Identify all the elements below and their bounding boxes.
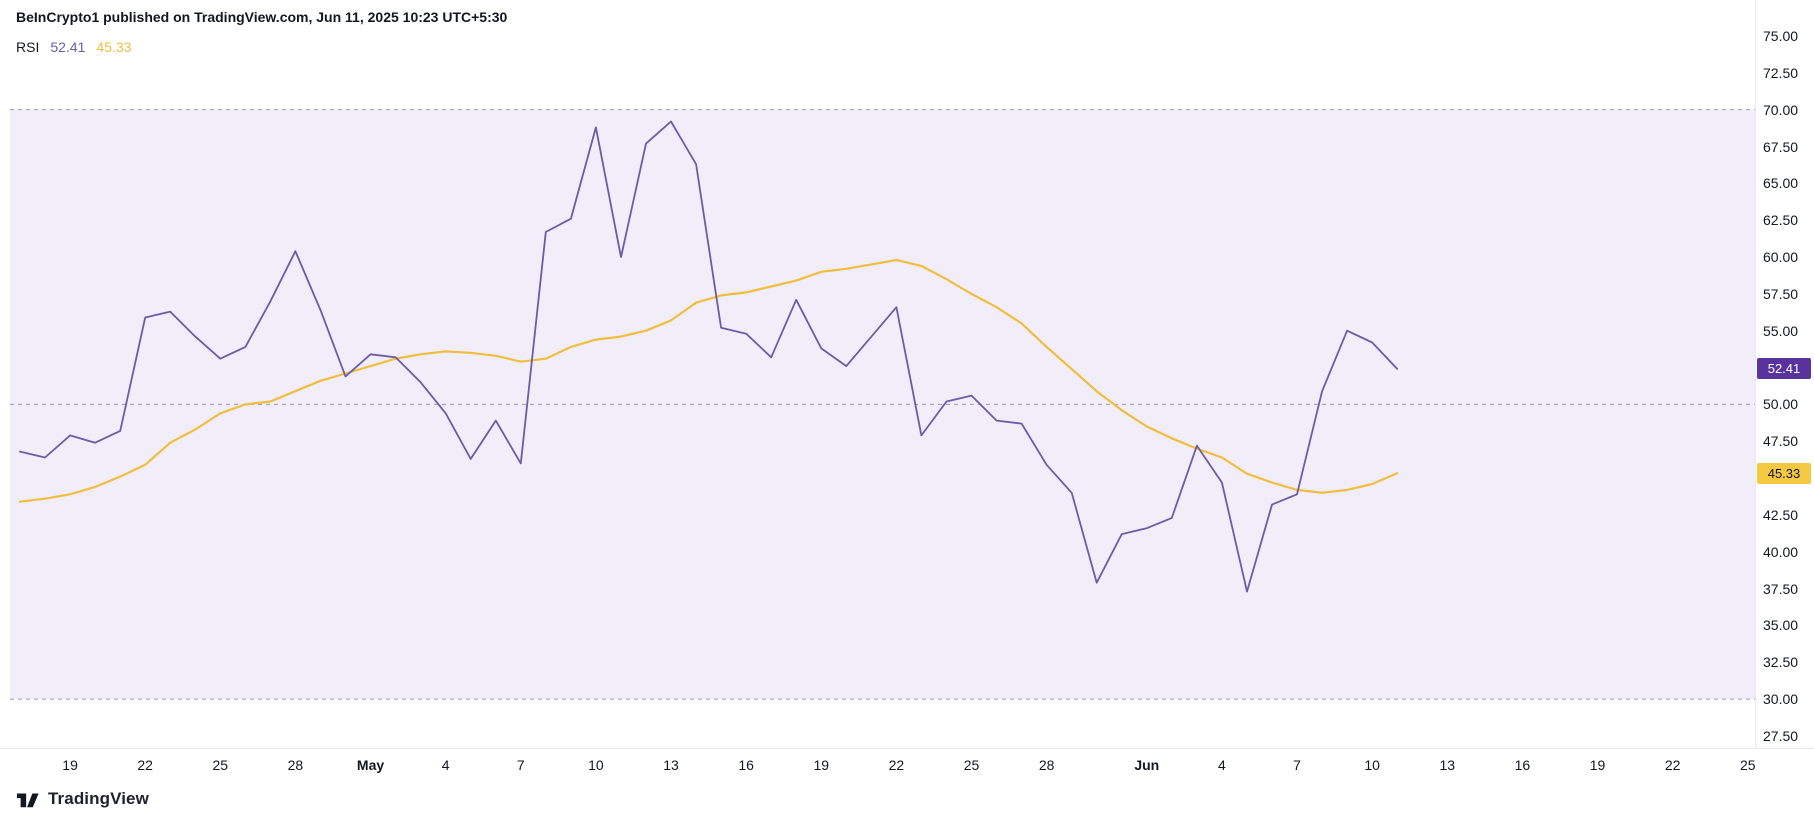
price-axis-label: 42.50 xyxy=(1763,506,1799,523)
time-axis-label: 25 xyxy=(963,757,980,773)
time-axis-label: 16 xyxy=(738,757,754,773)
time-axis-label: 4 xyxy=(1218,757,1226,773)
time-axis-label: 10 xyxy=(1364,757,1380,773)
rsi-price-badge: 52.41 xyxy=(1757,358,1811,380)
time-axis-label: 7 xyxy=(516,757,525,773)
rsi-line xyxy=(19,120,1399,593)
rsi-current-value: 52.41 xyxy=(50,39,86,55)
time-axis-label: 25 xyxy=(1739,757,1756,773)
indicator-name-label: RSI xyxy=(16,39,40,55)
price-axis-label: 35.00 xyxy=(1763,617,1799,634)
price-axis-label: 27.50 xyxy=(1763,727,1799,744)
price-axis-label: 55.00 xyxy=(1763,322,1799,339)
time-axis-label: 28 xyxy=(287,757,304,773)
price-axis-label: 60.00 xyxy=(1763,249,1799,266)
time-axis-label: 19 xyxy=(813,757,830,773)
price-axis-label: 72.50 xyxy=(1763,64,1799,81)
ma-current-value: 45.33 xyxy=(96,39,132,55)
footer-branding: TradingView xyxy=(16,786,149,812)
price-axis-label: 50.00 xyxy=(1763,396,1799,413)
time-axis-label: 19 xyxy=(1589,757,1606,773)
time-axis-label: 28 xyxy=(1038,757,1055,773)
price-axis[interactable]: 75.00 72.50 70.00 67.50 65.00 62.50 60.00 57.50… xyxy=(1755,0,1814,748)
time-axis-label: 4 xyxy=(441,757,450,773)
time-axis-label: 13 xyxy=(1439,757,1456,773)
price-axis-label: 67.50 xyxy=(1763,138,1799,155)
tradingview-logo-icon[interactable] xyxy=(16,788,40,810)
price-axis-label: 30.00 xyxy=(1763,691,1799,708)
time-axis-label: 22 xyxy=(1664,757,1681,773)
time-axis-label: 25 xyxy=(212,757,229,773)
time-axis-label: 16 xyxy=(1514,757,1531,773)
time-axis-label: May xyxy=(356,757,385,773)
price-axis-label: 32.50 xyxy=(1763,654,1799,671)
price-axis-label: 70.00 xyxy=(1763,101,1799,118)
time-axis-label: 7 xyxy=(1293,757,1301,773)
time-axis-label: 22 xyxy=(137,757,153,773)
price-axis-label: 37.50 xyxy=(1763,580,1799,597)
price-axis-label: 57.50 xyxy=(1763,285,1799,302)
price-axis-label: 62.50 xyxy=(1763,212,1799,229)
price-axis-label: 75.00 xyxy=(1763,28,1799,44)
time-axis-label: 13 xyxy=(663,757,679,773)
rsi-chart-canvas[interactable] xyxy=(0,0,1814,748)
time-axis-label: 19 xyxy=(62,757,78,773)
ma-price-badge: 45.33 xyxy=(1757,462,1811,484)
price-axis-label: 47.50 xyxy=(1763,433,1799,450)
ma-line xyxy=(18,258,1399,503)
time-axis-label: Jun xyxy=(1134,757,1160,773)
chart-attribution: BeInCrypto1 published on TradingView.com… xyxy=(16,9,508,25)
time-axis[interactable]: 19 22 25 28 May 4 7 10 13 16 19 22 25 28 Jun 4 7 10 13 16 19… xyxy=(0,748,1814,783)
time-axis-label: 22 xyxy=(888,757,905,773)
price-axis-label: 65.00 xyxy=(1763,175,1799,192)
chart-pane[interactable] xyxy=(0,0,1814,748)
price-axis-label: 40.00 xyxy=(1763,543,1799,560)
tradingview-brand-text[interactable]: TradingView xyxy=(48,789,149,808)
indicator-legend[interactable]: RSI 52.41 45.33 xyxy=(16,39,131,55)
time-axis-label: 10 xyxy=(588,757,604,773)
